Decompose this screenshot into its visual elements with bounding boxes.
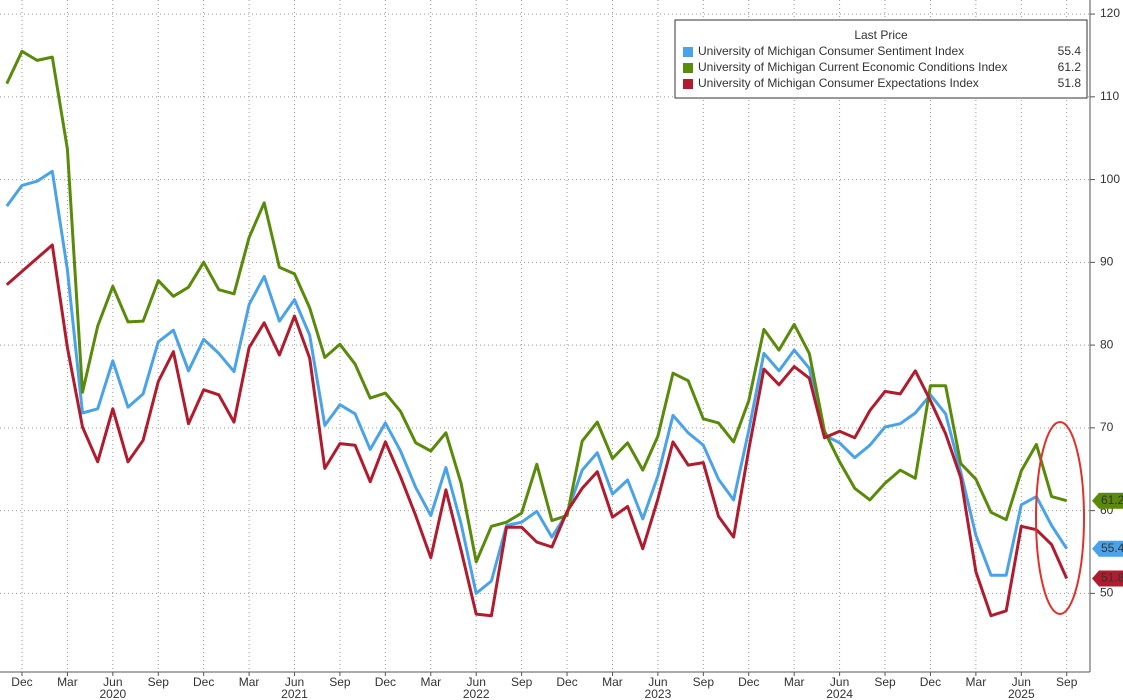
series-line bbox=[5, 49, 1068, 564]
last-value-label: 55.4 bbox=[1101, 541, 1123, 555]
legend-box bbox=[674, 19, 1088, 99]
legend-swatch bbox=[683, 63, 693, 73]
last-value-tag bbox=[1092, 570, 1123, 587]
y-tick-label: 50 bbox=[1100, 586, 1114, 600]
x-tick-label: Dec bbox=[556, 675, 577, 689]
legend-value: 51.8 bbox=[1058, 76, 1082, 90]
x-tick-label: Mar bbox=[784, 675, 805, 689]
y-tick-label: 90 bbox=[1100, 255, 1114, 269]
last-value-label: 51.8 bbox=[1101, 571, 1123, 585]
x-tick-label: Dec bbox=[375, 675, 396, 689]
year-label: 2023 bbox=[645, 687, 672, 700]
y-tick-label: 100 bbox=[1100, 172, 1120, 186]
legend-value: 61.2 bbox=[1058, 60, 1082, 74]
x-tick-label: Dec bbox=[738, 675, 759, 689]
series-line bbox=[5, 243, 1069, 618]
x-tick-label: Mar bbox=[966, 675, 987, 689]
legend-label: University of Michigan Consumer Expectat… bbox=[698, 76, 979, 90]
year-label: 2020 bbox=[99, 687, 126, 700]
legend-swatch bbox=[683, 47, 693, 57]
y-tick-label: 120 bbox=[1100, 6, 1120, 20]
x-tick-label: Jun bbox=[285, 675, 304, 689]
x-tick-label: Dec bbox=[920, 675, 941, 689]
x-tick-label: Mar bbox=[57, 675, 78, 689]
legend: Last Price bbox=[674, 19, 1088, 99]
grid bbox=[0, 0, 1090, 672]
legend-label: University of Michigan Current Economic … bbox=[698, 60, 1007, 74]
legend-entries: University of Michigan Consumer Sentimen… bbox=[683, 44, 1081, 90]
highlight-ellipse bbox=[1035, 421, 1085, 615]
legend-swatch bbox=[683, 79, 693, 89]
x-tick-label: Jun bbox=[1012, 675, 1031, 689]
legend-value: 55.4 bbox=[1058, 44, 1082, 58]
x-tick-label: Jun bbox=[103, 675, 122, 689]
x-tick-label: Sep bbox=[329, 675, 351, 689]
x-tick-label: Mar bbox=[420, 675, 441, 689]
x-tick-label: Jun bbox=[467, 675, 486, 689]
last-value-tag bbox=[1092, 540, 1123, 557]
x-tick-label: Dec bbox=[11, 675, 32, 689]
plot-area bbox=[5, 49, 1069, 618]
y-tick-label: 110 bbox=[1100, 89, 1119, 103]
legend-title: Last Price bbox=[854, 28, 908, 42]
y-tick-label: 80 bbox=[1100, 337, 1114, 351]
year-label: 2024 bbox=[826, 687, 853, 700]
series-line bbox=[5, 169, 1068, 595]
legend-label: University of Michigan Consumer Sentimen… bbox=[698, 44, 964, 58]
x-tick-label: Mar bbox=[239, 675, 260, 689]
x-tick-label: Jun bbox=[648, 675, 667, 689]
year-label: 2021 bbox=[281, 687, 308, 700]
year-label: 2025 bbox=[1008, 687, 1035, 700]
x-tick-label: Sep bbox=[874, 675, 896, 689]
last-value-tag bbox=[1092, 492, 1123, 509]
last-value-label: 61.2 bbox=[1101, 493, 1123, 507]
x-tick-label: Sep bbox=[693, 675, 715, 689]
x-tick-label: Jun bbox=[830, 675, 849, 689]
x-tick-label: Sep bbox=[148, 675, 170, 689]
x-tick-label: Sep bbox=[511, 675, 533, 689]
y-tick-label: 70 bbox=[1100, 420, 1114, 434]
x-tick-label: Mar bbox=[602, 675, 623, 689]
x-tick-label: Sep bbox=[1056, 675, 1078, 689]
year-label: 2022 bbox=[463, 687, 490, 700]
x-tick-label: Dec bbox=[193, 675, 214, 689]
